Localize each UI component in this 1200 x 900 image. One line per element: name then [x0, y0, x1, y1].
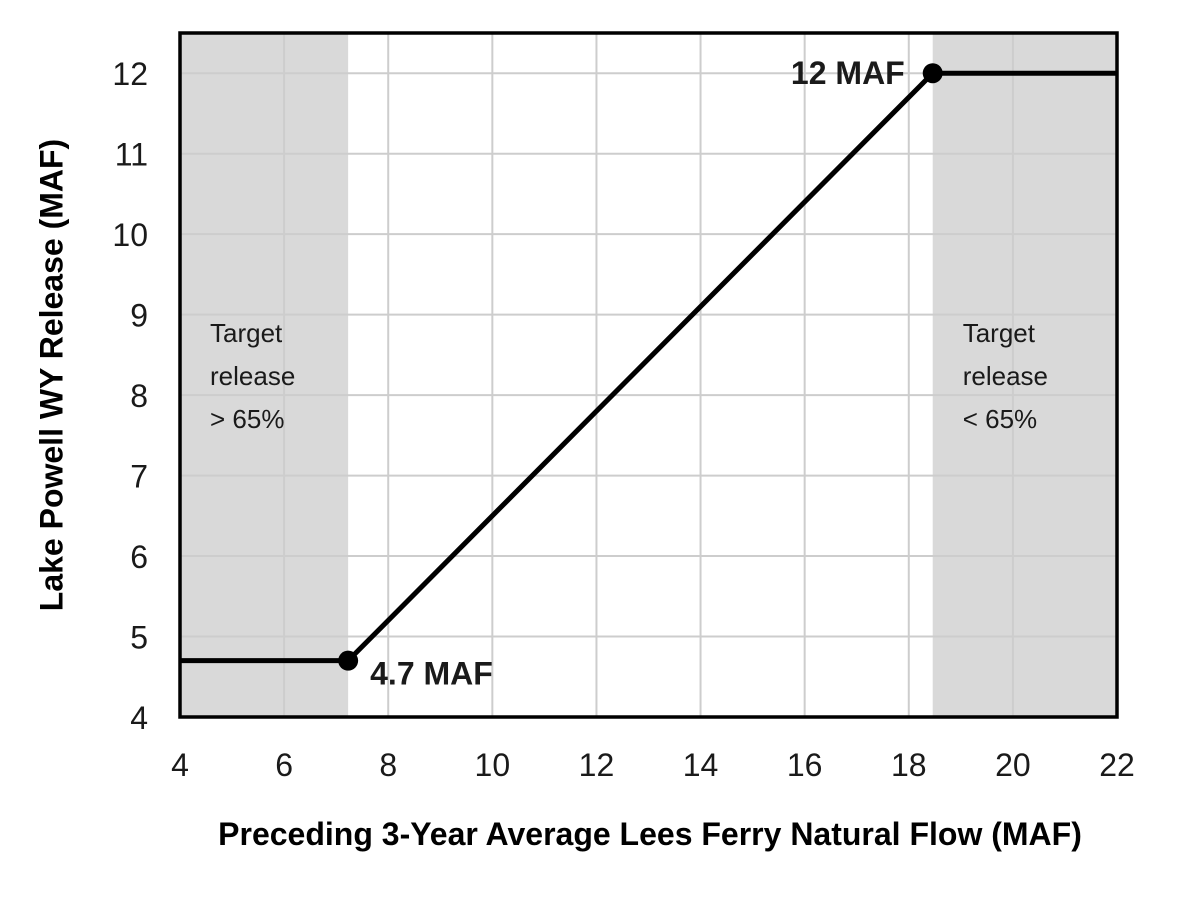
y-tick-label: 4 — [130, 700, 148, 736]
band-label-line: release — [963, 361, 1048, 391]
point-label: 4.7 MAF — [370, 656, 493, 692]
breakpoint-dot — [338, 650, 359, 671]
band-label-line: release — [210, 361, 295, 391]
band-label-line: Target — [963, 318, 1036, 348]
y-tick-label: 12 — [112, 56, 148, 92]
band-label-line: Target — [210, 318, 283, 348]
y-tick-label: 9 — [130, 298, 148, 334]
x-tick-label: 4 — [171, 747, 189, 783]
breakpoint-dot — [922, 63, 943, 84]
band-label-line: < 65% — [963, 404, 1037, 434]
x-tick-label: 8 — [379, 747, 397, 783]
shaded-band-low-flow — [180, 33, 349, 717]
x-tick-label: 12 — [579, 747, 615, 783]
y-tick-label: 7 — [130, 459, 148, 495]
y-tick-label: 10 — [112, 217, 148, 253]
plot-border — [178, 31, 1119, 719]
y-axis-title: Lake Powell WY Release (MAF) — [33, 138, 70, 612]
x-axis-title: Preceding 3-Year Average Lees Ferry Natu… — [218, 816, 1082, 852]
x-tick-label: 14 — [683, 747, 719, 783]
band-label-line: > 65% — [210, 404, 284, 434]
y-tick-label: 11 — [115, 137, 148, 173]
y-tick-label: 5 — [130, 620, 148, 656]
release-rule-line — [180, 70, 1117, 664]
x-tick-label: 6 — [275, 747, 293, 783]
x-tick-label: 10 — [475, 747, 511, 783]
point-label: 12 MAF — [791, 55, 905, 91]
x-tick-label: 16 — [787, 747, 823, 783]
x-tick-label: 20 — [995, 747, 1031, 783]
shaded-band-high-flow — [932, 33, 1117, 717]
x-tick-label: 22 — [1099, 747, 1135, 783]
x-tick-label: 18 — [891, 747, 927, 783]
y-tick-label: 8 — [130, 378, 148, 414]
y-tick-label: 6 — [130, 539, 148, 575]
